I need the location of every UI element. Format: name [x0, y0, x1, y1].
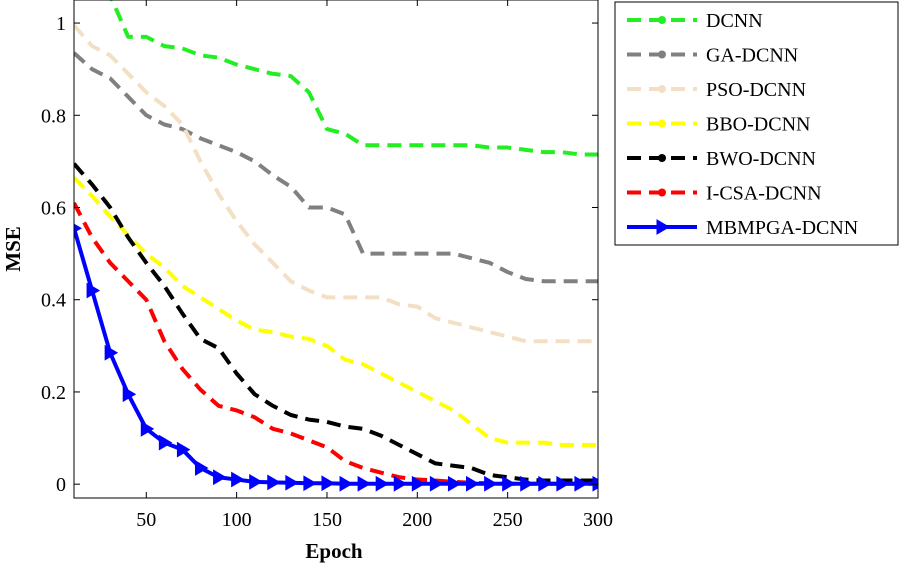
- series-line-bwo-dcnn: [74, 162, 598, 483]
- legend-entry-mbmpga-dcnn: MBMPGA-DCNN: [627, 217, 858, 239]
- legend-entry-pso-dcnn: PSO-DCNN: [627, 79, 806, 101]
- legend-label-bbo-dcnn: BBO-DCNN: [706, 114, 810, 136]
- data-point-mbmpga-dcnn: [213, 469, 227, 486]
- data-point-mbmpga-dcnn: [158, 434, 173, 451]
- legend-label-bwo-dcnn: BWO-DCNN: [706, 148, 816, 170]
- data-point-mbmpga-dcnn: [339, 475, 354, 492]
- data-point-mbmpga-dcnn: [574, 475, 588, 492]
- series-bbo-dcnn: [74, 176, 598, 447]
- y-tick-label: 1: [56, 13, 66, 35]
- y-tick-label: 0.4: [41, 290, 66, 312]
- data-point-mbmpga-dcnn: [538, 475, 552, 492]
- data-point-mbmpga-dcnn: [447, 475, 462, 492]
- data-point-mbmpga-dcnn: [303, 475, 317, 492]
- data-point-mbmpga-dcnn: [285, 474, 299, 491]
- data-point-mbmpga-dcnn: [249, 473, 263, 490]
- series-pso-dcnn: [74, 24, 598, 344]
- data-point-mbmpga-dcnn: [502, 475, 516, 492]
- data-point-mbmpga-dcnn: [231, 471, 245, 488]
- legend-entry-bbo-dcnn: BBO-DCNN: [627, 114, 810, 136]
- data-point-mbmpga-dcnn: [375, 475, 390, 492]
- data-point-mbmpga-dcnn: [357, 475, 372, 492]
- data-point-mbmpga-dcnn: [122, 386, 137, 403]
- x-tick-label: 50: [136, 509, 156, 531]
- legend-entry-i-csa-dcnn: I-CSA-DCNN: [627, 183, 822, 205]
- data-point-mbmpga-dcnn: [86, 282, 101, 299]
- series-line-bbo-dcnn: [74, 176, 598, 447]
- x-tick-label: 150: [312, 509, 342, 531]
- data-point-mbmpga-dcnn: [520, 475, 534, 492]
- legend-marker-bwo-dcnn: [658, 154, 666, 162]
- legend-marker-bbo-dcnn: [658, 119, 666, 128]
- data-point-mbmpga-dcnn: [194, 460, 209, 476]
- data-point-mbmpga-dcnn: [176, 441, 191, 458]
- data-point-mbmpga-dcnn: [104, 344, 119, 361]
- plot-area: [74, 0, 598, 498]
- x-tick-label: 300: [583, 509, 613, 531]
- data-point-mbmpga-dcnn: [321, 475, 335, 492]
- legend-marker-i-csa-dcnn: [658, 188, 666, 197]
- series-bwo-dcnn: [74, 162, 598, 483]
- series-ga-dcnn: [74, 51, 598, 284]
- x-tick-label: 200: [402, 509, 432, 531]
- x-axis-title: Epoch: [305, 539, 363, 563]
- series-layer: [74, 0, 598, 492]
- data-point-mbmpga-dcnn: [556, 475, 570, 492]
- legend-label-dcnn: DCNN: [706, 10, 763, 32]
- legend-marker-pso-dcnn: [658, 85, 666, 93]
- legend-marker-mbmpga-dcnn: [656, 219, 670, 235]
- legend-label-pso-dcnn: PSO-DCNN: [706, 79, 806, 101]
- legend-marker-dcnn: [658, 16, 666, 24]
- x-tick-label: 100: [222, 509, 252, 531]
- legend-label-mbmpga-dcnn: MBMPGA-DCNN: [706, 217, 858, 239]
- data-point-mbmpga-dcnn: [393, 475, 408, 492]
- y-tick-label: 0.6: [41, 198, 66, 220]
- legend: DCNN GA-DCNN PSO-DCNN BBO-DCNN BWO-DCNN I-CSA…: [614, 1, 899, 246]
- series-line-pso-dcnn: [74, 24, 598, 344]
- legend-marker-ga-dcnn: [658, 50, 666, 59]
- data-point-mbmpga-dcnn: [267, 474, 281, 491]
- series-dcnn: [109, 0, 598, 157]
- y-axis-title: MSE: [1, 226, 25, 272]
- data-point-mbmpga-dcnn: [484, 475, 498, 492]
- legend-label-ga-dcnn: GA-DCNN: [706, 45, 798, 67]
- legend-entry-bwo-dcnn: BWO-DCNN: [627, 148, 816, 170]
- data-point-mbmpga-dcnn: [411, 475, 426, 492]
- data-point-mbmpga-dcnn: [466, 475, 480, 492]
- data-point-mbmpga-dcnn: [74, 223, 82, 233]
- y-tick-label: 0.2: [41, 382, 66, 404]
- series-line-dcnn: [109, 0, 598, 157]
- y-tick-label: 0: [56, 474, 66, 496]
- data-point-mbmpga-dcnn: [429, 475, 444, 492]
- series-line-ga-dcnn: [74, 51, 598, 284]
- legend-entry-dcnn: DCNN: [627, 10, 763, 32]
- plot-frame: [73, 0, 599, 499]
- y-tick-label: 0.8: [41, 105, 66, 127]
- ticks-layer: 50 100 150 200 250 300 0 0.2 0.4 0.6 0.8 1: [41, 0, 613, 531]
- series-mbmpga-dcnn: [74, 223, 598, 492]
- x-tick-label: 250: [493, 509, 523, 531]
- legend-label-i-csa-dcnn: I-CSA-DCNN: [706, 183, 822, 205]
- legend-entry-ga-dcnn: GA-DCNN: [627, 45, 798, 67]
- data-point-mbmpga-dcnn: [140, 420, 155, 437]
